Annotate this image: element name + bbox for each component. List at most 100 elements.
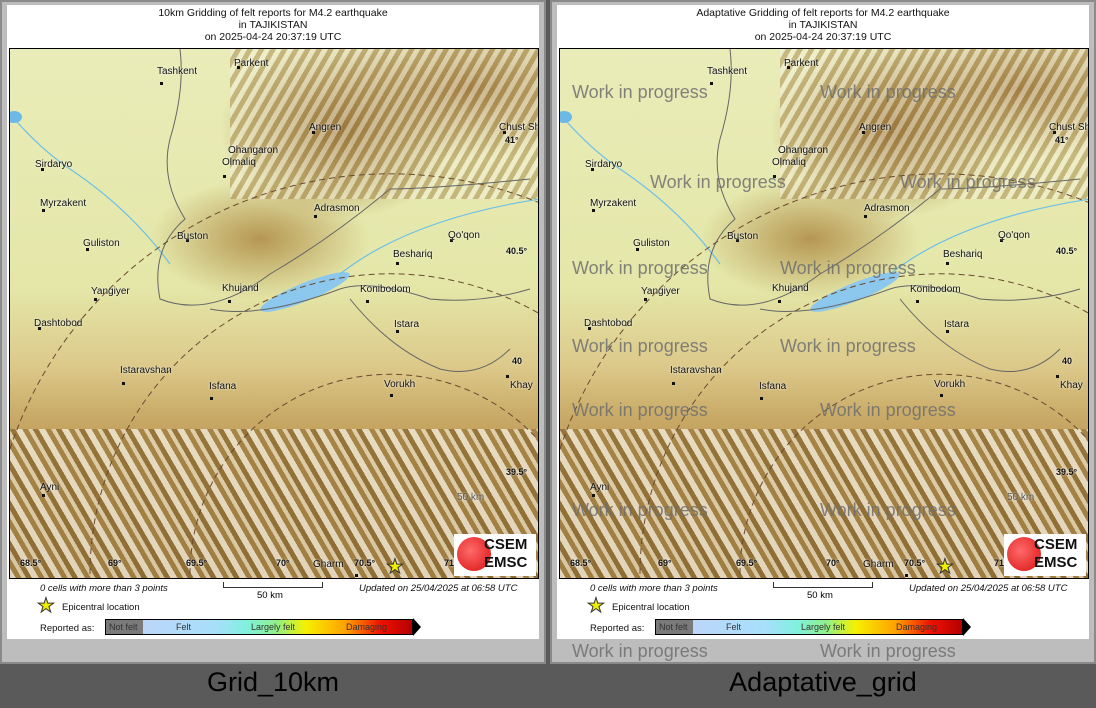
lake xyxy=(10,111,22,123)
lat-tick-label: 40 xyxy=(1062,356,1073,366)
place-marker xyxy=(773,175,776,178)
place-marker xyxy=(588,327,591,330)
place-marker xyxy=(355,574,358,577)
place-marker xyxy=(390,394,393,397)
lon-tick-label: 69.5° xyxy=(186,558,208,568)
place-label-olmaliq: Olmaliq xyxy=(772,157,806,168)
epicenter-legend-label: Epicentral location xyxy=(62,602,140,613)
title-line: in TAJIKISTAN xyxy=(788,19,858,31)
place-marker xyxy=(760,397,763,400)
place-label-istara: Istara xyxy=(944,319,970,330)
place-marker xyxy=(450,239,453,242)
scale-bar-label: 50 km xyxy=(807,590,833,601)
place-label-khay: Khay xyxy=(510,380,533,391)
distance-circle xyxy=(189,373,538,575)
place-label-yangiyer: Yangiyer xyxy=(91,286,130,297)
place-label-adrasmon: Adrasmon xyxy=(864,203,910,214)
place-marker xyxy=(506,375,509,378)
reported-as-label: Reported as: xyxy=(590,623,645,634)
epicenter-legend-star-icon: ★ xyxy=(587,595,606,617)
place-label-khujand: Khujand xyxy=(772,283,809,294)
terrain-map[interactable]: Tashkent Parkent Angren Chust Sh Ohangaron Ol… xyxy=(9,48,539,579)
title-line: in TAJIKISTAN xyxy=(238,19,308,31)
distance-label: 50 km xyxy=(1007,492,1035,503)
epicenter-star-icon: ★ xyxy=(386,556,405,578)
place-marker xyxy=(591,168,594,171)
map-panel-0: 10km Gridding of felt reports for M4.2 e… xyxy=(0,0,546,708)
lon-tick-label: 70° xyxy=(826,558,840,568)
lat-tick-label: 40 xyxy=(512,356,523,366)
place-marker xyxy=(644,298,647,301)
place-marker xyxy=(916,300,919,303)
place-label-buston: Buston xyxy=(177,231,209,242)
terrain-map[interactable]: Tashkent Parkent Angren Chust Sh Ohangaron Ol… xyxy=(559,48,1089,579)
place-label-konibodom: Konibodom xyxy=(910,284,961,295)
place-marker xyxy=(672,382,675,385)
place-label-isfana: Isfana xyxy=(759,381,787,392)
legend-largely-felt: Largely felt xyxy=(251,622,296,632)
scale-arrow-icon xyxy=(963,618,971,636)
reported-as-label: Reported as: xyxy=(40,623,95,634)
watermark-text: Work in progress xyxy=(780,336,916,356)
place-marker xyxy=(396,262,399,265)
place-label-parkent: Parkent xyxy=(784,58,819,69)
lake xyxy=(810,272,900,312)
place-marker xyxy=(905,574,908,577)
place-label-gharm: Gharm xyxy=(863,559,894,570)
updated-timestamp: Updated on 25/04/2025 at 06:58 UTC xyxy=(359,583,518,594)
place-marker xyxy=(396,330,399,333)
place-marker xyxy=(940,394,943,397)
watermark-text: Work in progress xyxy=(900,172,1036,192)
place-label-dashtobod: Dashtobod xyxy=(584,318,633,329)
map-title: 10km Gridding of felt reports for M4.2 e… xyxy=(7,7,539,43)
logo-text: EMSC xyxy=(484,554,528,571)
title-line: 10km Gridding of felt reports for M4.2 e… xyxy=(158,7,388,19)
legend-felt: Felt xyxy=(726,622,742,632)
legend-not-felt: Not felt xyxy=(659,622,688,632)
place-label-khay: Khay xyxy=(1060,380,1083,391)
lon-tick-label: 68.5° xyxy=(20,558,42,568)
place-marker xyxy=(946,262,949,265)
place-label-beshariq: Beshariq xyxy=(393,249,433,260)
epicenter-legend-label: Epicentral location xyxy=(612,602,690,613)
epicenter-star-icon: ★ xyxy=(936,556,955,578)
place-marker xyxy=(710,82,713,85)
lon-tick-label: 68.5° xyxy=(570,558,592,568)
title-line: on 2025-04-24 20:37:19 UTC xyxy=(204,31,342,43)
place-label-beshariq: Beshariq xyxy=(943,249,983,260)
place-marker xyxy=(592,209,595,212)
place-label-guliston: Guliston xyxy=(83,238,120,249)
place-label-buston: Buston xyxy=(727,231,759,242)
place-marker xyxy=(787,66,790,69)
place-marker xyxy=(592,494,595,497)
watermark-text: Work in progress xyxy=(572,400,708,420)
cells-note: 0 cells with more than 3 points xyxy=(590,583,718,594)
logo-text: CSEM xyxy=(1034,536,1078,553)
map-title: Adaptative Gridding of felt reports for … xyxy=(557,7,1089,43)
place-label-myrzakent: Myrzakent xyxy=(40,198,87,209)
intensity-color-scale: Not felt Felt Largely felt Damaging xyxy=(105,619,413,635)
place-marker xyxy=(312,131,315,134)
river xyxy=(889,198,1088,275)
place-label-qoqon: Qo'qon xyxy=(448,230,480,241)
watermark-text: Work in progress xyxy=(820,641,956,661)
distance-label: 50 km xyxy=(457,492,485,503)
scale-bar-label: 50 km xyxy=(257,590,283,601)
place-label-tashkent: Tashkent xyxy=(707,66,748,77)
place-label-parkent: Parkent xyxy=(234,58,269,69)
place-marker xyxy=(314,215,317,218)
place-label-istaravshan: Istaravshan xyxy=(670,365,722,376)
epicenter-legend-star-icon: ★ xyxy=(37,595,56,617)
place-label-ayni: Ayni xyxy=(590,482,610,493)
place-marker xyxy=(503,131,506,134)
place-label-ohangaron: Ohangaron xyxy=(228,145,279,156)
place-label-konibodom: Konibodom xyxy=(360,284,411,295)
lake xyxy=(560,111,572,123)
distance-circle xyxy=(10,173,538,450)
place-label-sirdaryo: Sirdaryo xyxy=(585,159,623,170)
place-label-istaravshan: Istaravshan xyxy=(120,365,172,376)
legend-not-felt: Not felt xyxy=(109,622,138,632)
panel-caption: Adaptative_grid xyxy=(729,667,917,697)
logo-text: EMSC xyxy=(1034,554,1078,571)
place-label-dashtobod: Dashtobod xyxy=(34,318,83,329)
